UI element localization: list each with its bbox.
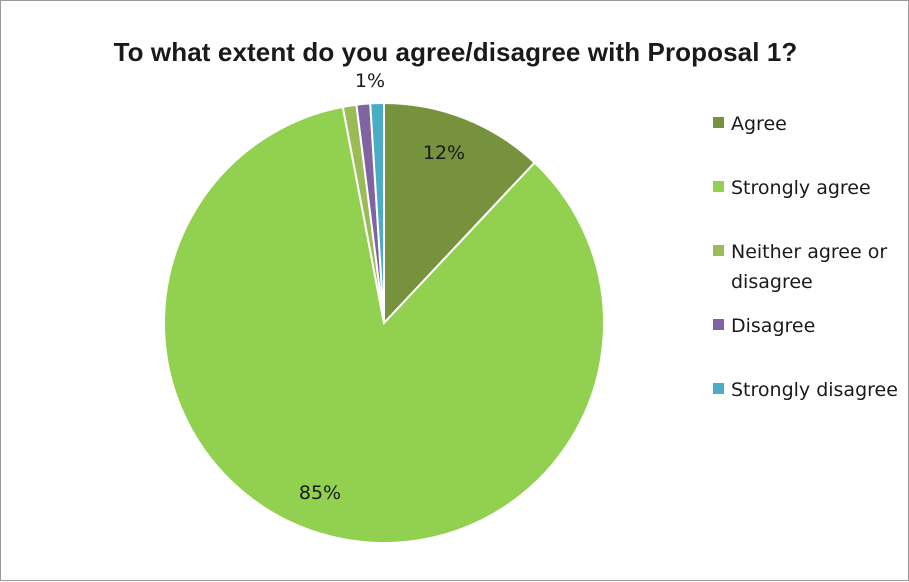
pie-slice-strongly-agree [163,105,605,545]
legend-item-strongly-agree: Strongly agree [713,173,907,203]
legend-item-neither: Neither agree or disagree [713,237,907,297]
legend-swatch-strongly-agree [713,181,724,192]
legend-item-disagree: Disagree [713,311,907,341]
legend-swatch-neither [713,245,724,256]
legend-label-strongly-disagree: Strongly disagree [731,379,898,401]
legend-swatch-strongly-disagree [713,383,724,394]
pie-slice-agree [383,101,537,326]
legend-item-agree: Agree [713,109,907,139]
data-label-strongly-agree: 85% [299,482,341,504]
legend-label-strongly-agree: Strongly agree [731,177,871,199]
legend-swatch-disagree [713,319,724,330]
legend-label-agree: Agree [731,113,787,135]
legend-item-strongly-disagree: Strongly disagree [713,375,907,405]
legend-swatch-agree [713,117,724,128]
legend-label-neither: Neither agree or disagree [731,241,888,293]
data-label-agree: 12% [423,142,465,164]
data-label-neither: 1% [355,70,385,92]
legend-label-disagree: Disagree [731,315,816,337]
chart-title: To what extent do you agree/disagree wit… [113,37,798,67]
pie-slice-strongly-disagree [369,101,385,324]
